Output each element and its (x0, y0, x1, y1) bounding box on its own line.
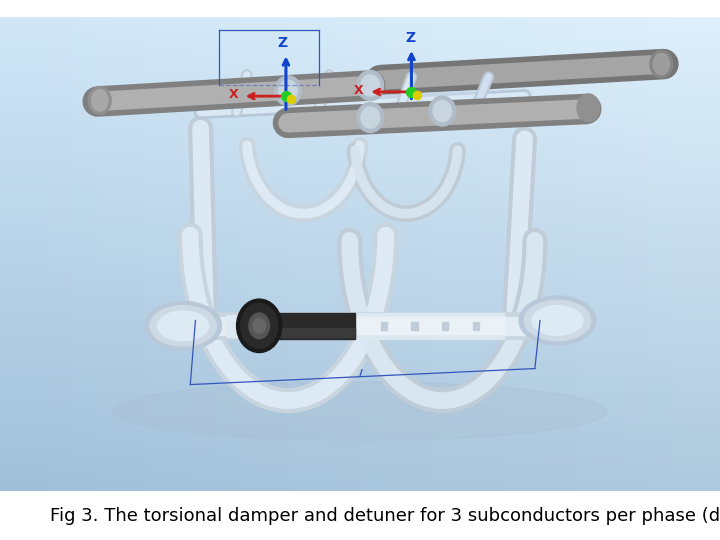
Ellipse shape (91, 90, 108, 111)
Point (405, 87, 417, 96)
Ellipse shape (145, 301, 222, 350)
Ellipse shape (237, 299, 282, 353)
Ellipse shape (253, 319, 266, 333)
Ellipse shape (524, 300, 591, 341)
Ellipse shape (650, 50, 672, 78)
Bar (411, 321, 418, 330)
Text: X: X (228, 88, 238, 102)
Ellipse shape (150, 306, 217, 346)
Ellipse shape (361, 75, 379, 96)
Text: Fig 3. The torsional damper and detuner for 3 subconductors per phase (drawing): Fig 3. The torsional damper and detuner … (50, 507, 720, 525)
Bar (473, 321, 480, 330)
Bar (260, 313, 355, 339)
Text: Z: Z (405, 31, 415, 45)
Ellipse shape (279, 80, 297, 102)
Ellipse shape (158, 311, 209, 341)
Ellipse shape (240, 303, 278, 348)
Bar (260, 328, 355, 336)
Bar (442, 321, 449, 330)
Ellipse shape (357, 103, 384, 132)
Text: X: X (354, 84, 364, 97)
Ellipse shape (274, 76, 302, 106)
Ellipse shape (89, 86, 111, 114)
Ellipse shape (357, 71, 384, 100)
Point (285, 95, 297, 104)
Bar (381, 321, 387, 330)
Ellipse shape (532, 306, 583, 335)
Ellipse shape (249, 313, 269, 339)
Ellipse shape (519, 296, 596, 345)
Point (411, 91, 423, 99)
Ellipse shape (113, 382, 607, 441)
Bar (350, 313, 504, 339)
Bar (350, 318, 504, 334)
Ellipse shape (429, 96, 456, 126)
Ellipse shape (653, 53, 670, 75)
Bar (226, 315, 262, 336)
Point (280, 92, 292, 100)
Ellipse shape (361, 107, 379, 128)
Ellipse shape (433, 100, 451, 122)
Ellipse shape (577, 94, 600, 122)
Bar (0, 0, 720, 16)
Text: Z: Z (278, 36, 288, 50)
